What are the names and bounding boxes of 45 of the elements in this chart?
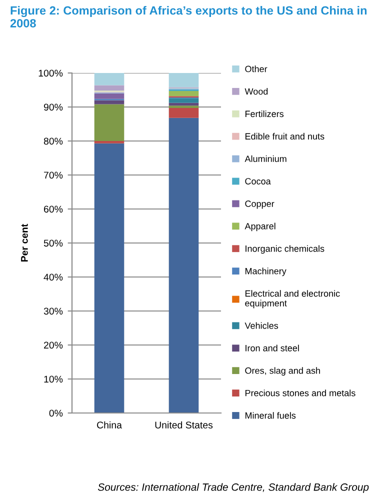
legend-label: Precious stones and metals xyxy=(245,390,356,396)
legend-label: Cocoa xyxy=(245,178,271,184)
bar xyxy=(168,73,199,88)
bar xyxy=(168,108,199,118)
y-tick-label: 70% xyxy=(44,172,63,179)
bar xyxy=(94,73,124,86)
legend-label: Copper xyxy=(245,200,274,209)
bar xyxy=(168,118,199,413)
y-tick-label: 20% xyxy=(44,342,63,349)
y-tick-label: 10% xyxy=(44,376,63,383)
x-tick-label: United States xyxy=(155,421,213,428)
legend-label: Other xyxy=(245,66,268,72)
y-tick-label: 90% xyxy=(44,104,63,111)
legend-label: Electrical and electronic equipment xyxy=(245,290,340,308)
bar xyxy=(168,98,199,103)
legend-label: Iron and steel xyxy=(246,344,299,352)
legend-label: Aluminium xyxy=(244,155,286,162)
legend-label: Edible fruit and nuts xyxy=(245,132,324,140)
y-tick-label: 80% xyxy=(44,138,63,145)
y-tick-label: 60% xyxy=(44,206,63,213)
y-tick-label: 50% xyxy=(44,240,63,247)
source-note: Sources: International Trade Centre, Standard Bank Group xyxy=(98,483,369,493)
y-tick-label: 100% xyxy=(38,70,63,77)
legend-label: Vehicles xyxy=(244,322,278,329)
y-tick-label: 30% xyxy=(44,308,63,315)
legend-label: Ores, slag and ash xyxy=(245,367,320,376)
legend-label: Machinery xyxy=(245,268,286,276)
y-tick-label: 40% xyxy=(44,274,63,281)
bar xyxy=(168,91,199,96)
legend-label: Fertilizers xyxy=(245,110,284,118)
y-axis-title: Per cent xyxy=(21,224,28,262)
bar xyxy=(168,106,199,108)
bar xyxy=(94,104,124,141)
bar xyxy=(94,143,124,413)
bar xyxy=(168,102,199,106)
legend-label: Wood xyxy=(244,88,268,95)
bar xyxy=(94,85,124,91)
y-tick-label: 0% xyxy=(49,410,63,417)
bar xyxy=(94,100,124,104)
chart-title: Figure 2: Comparison of Africa’s exports to the US and China in 2008 xyxy=(10,6,367,28)
bar xyxy=(94,93,124,99)
x-tick-label: China xyxy=(97,421,122,428)
legend-label: Apparel xyxy=(244,222,276,232)
legend-label: Inorganic chemicals xyxy=(246,245,324,254)
legend-label: Mineral fuels xyxy=(245,412,296,419)
